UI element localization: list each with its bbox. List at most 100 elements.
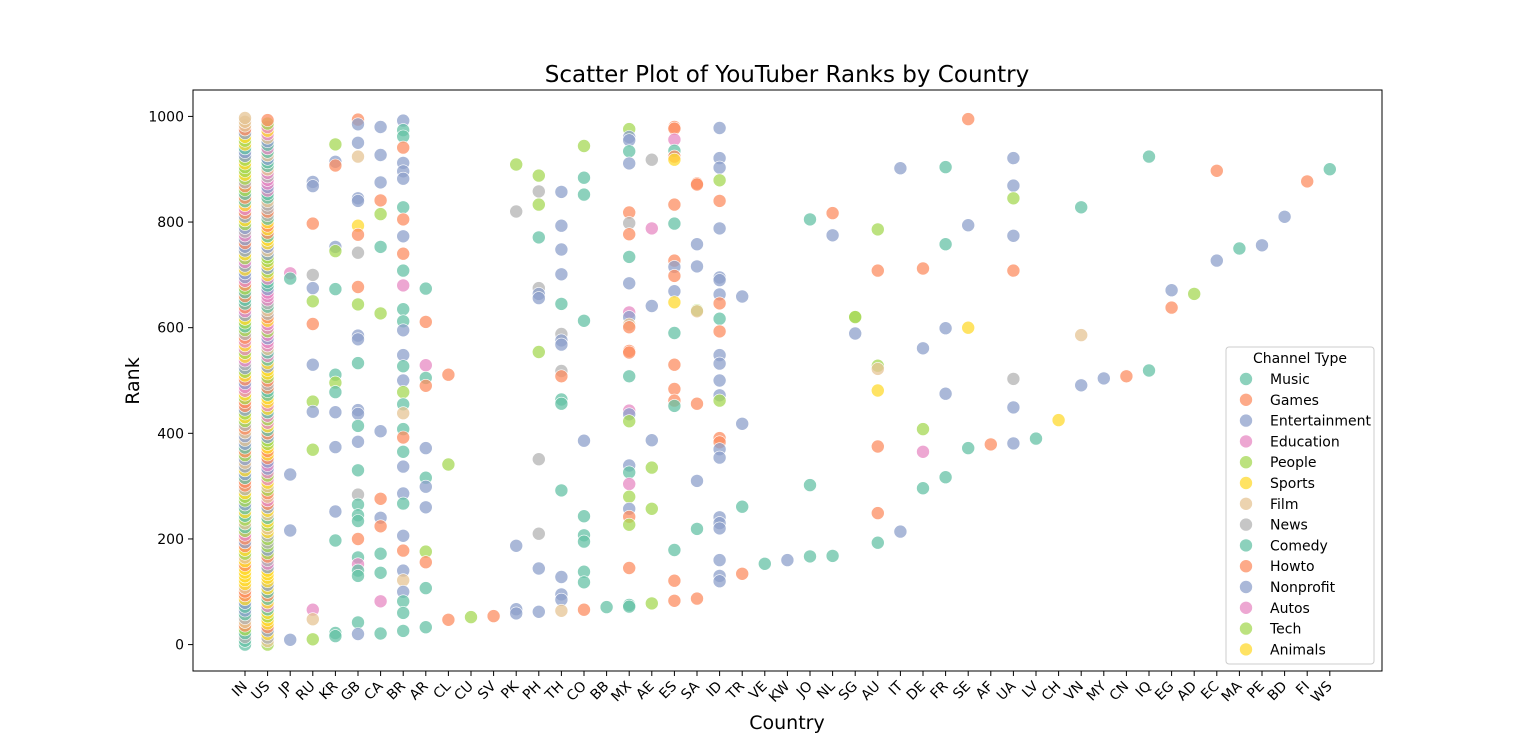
data-point — [893, 161, 908, 175]
data-point — [328, 282, 343, 296]
data-point — [1164, 283, 1179, 298]
data-point — [780, 553, 795, 567]
data-point — [961, 112, 976, 126]
y-tick-label: 600 — [157, 321, 184, 337]
y-axis-label: Rank — [122, 357, 144, 404]
data-point — [1210, 253, 1224, 268]
data-point — [396, 444, 411, 459]
legend-label: Education — [1270, 434, 1340, 450]
plot-area — [192, 89, 1383, 672]
data-point — [305, 612, 320, 627]
legend-label: News — [1270, 518, 1308, 534]
data-point — [305, 281, 320, 295]
data-point — [554, 570, 569, 584]
data-point — [418, 620, 433, 635]
data-point — [418, 378, 433, 393]
data-point — [373, 491, 388, 506]
data-point — [622, 414, 637, 429]
data-point — [328, 137, 343, 152]
data-point — [305, 294, 320, 309]
data-point — [396, 359, 411, 374]
data-point — [961, 320, 976, 335]
data-point — [328, 504, 343, 519]
data-point — [396, 229, 411, 244]
legend-label: Music — [1270, 372, 1310, 388]
data-point — [531, 230, 546, 245]
data-point — [554, 369, 569, 384]
data-point — [667, 326, 682, 340]
data-point — [396, 263, 411, 278]
data-point — [803, 212, 817, 227]
data-point — [418, 358, 433, 373]
data-point — [396, 278, 411, 293]
data-point — [870, 383, 885, 398]
legend-label: People — [1270, 455, 1317, 471]
x-tick-label: VN — [1062, 679, 1088, 705]
data-point — [712, 273, 727, 287]
data-point — [328, 629, 343, 643]
data-point — [622, 369, 637, 384]
data-point — [577, 509, 591, 524]
x-tick-label: EC — [1198, 678, 1223, 703]
data-point — [870, 362, 885, 376]
data-point — [622, 489, 637, 504]
data-point — [531, 345, 546, 359]
data-point — [712, 356, 727, 371]
data-point — [848, 310, 863, 324]
legend-marker — [1239, 538, 1253, 553]
legend-label: Comedy — [1270, 538, 1328, 554]
data-point — [870, 263, 885, 278]
data-point — [554, 185, 569, 199]
data-point — [870, 506, 885, 520]
data-point — [644, 152, 659, 167]
x-tick-label: KR — [317, 678, 342, 703]
data-point — [396, 406, 411, 421]
data-point — [283, 271, 298, 286]
x-tick-label: IN — [229, 679, 251, 701]
data-point — [735, 289, 750, 304]
data-point — [396, 624, 411, 638]
data-point — [554, 603, 569, 618]
data-point — [351, 627, 365, 641]
data-point — [712, 521, 727, 536]
data-point — [644, 596, 659, 611]
data-point — [373, 626, 388, 641]
data-point — [328, 244, 343, 258]
data-point — [441, 367, 456, 382]
data-point — [554, 218, 569, 233]
data-point — [870, 222, 885, 237]
data-point — [735, 416, 750, 431]
data-point — [577, 187, 591, 202]
x-tick-label: VE — [746, 679, 770, 703]
data-point — [283, 467, 298, 482]
data-point — [961, 218, 976, 232]
data-point — [825, 228, 840, 243]
data-point — [622, 345, 637, 360]
data-point — [622, 250, 637, 264]
data-point — [712, 121, 727, 135]
data-point — [1006, 400, 1021, 415]
legend-label: Sports — [1270, 476, 1315, 492]
data-point — [1074, 328, 1088, 342]
data-point — [305, 357, 320, 372]
data-point — [712, 373, 727, 388]
data-point — [735, 499, 750, 514]
data-point — [396, 430, 411, 445]
data-point — [1006, 372, 1021, 386]
data-point — [622, 276, 637, 291]
data-point — [373, 306, 388, 321]
x-tick-label: MX — [608, 678, 635, 705]
legend: Channel Type Music Games Entertainment Educ… — [1225, 346, 1375, 665]
data-point — [396, 171, 411, 186]
legend-box — [1225, 346, 1375, 665]
x-tick-label: AD — [1174, 679, 1200, 705]
data-point — [486, 609, 501, 623]
x-tick-label: FR — [928, 678, 952, 702]
data-point — [712, 450, 727, 465]
data-point — [1277, 210, 1292, 224]
data-point — [373, 207, 388, 221]
data-point — [622, 561, 637, 575]
data-point — [554, 297, 569, 311]
legend-marker — [1239, 455, 1253, 470]
x-tick-label: UA — [994, 678, 1020, 704]
